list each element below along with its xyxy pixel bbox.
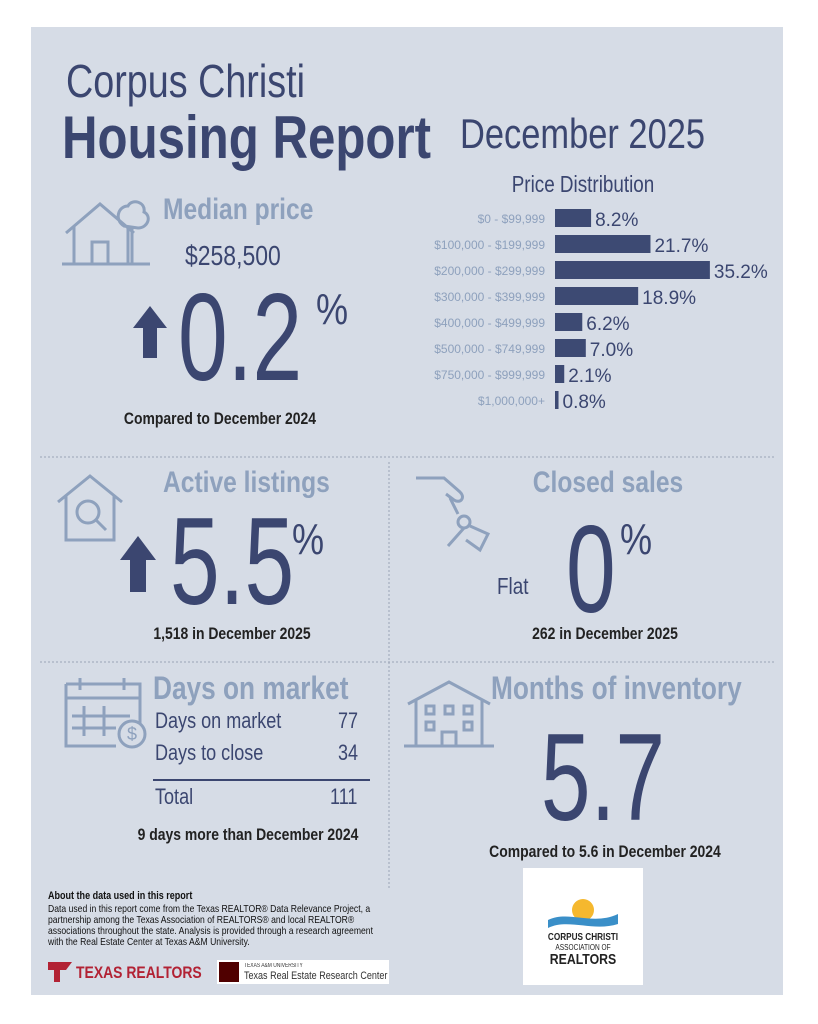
category-label: $200,000 - $299,999 xyxy=(434,264,545,278)
dom-total-value: 111 xyxy=(330,784,358,809)
building-icon xyxy=(404,680,494,748)
value-label: 35.2% xyxy=(714,262,768,283)
value-label: 0.8% xyxy=(563,392,606,413)
up-arrow xyxy=(133,306,167,358)
value-label: 8.2% xyxy=(595,210,638,231)
category-label: $0 - $99,999 xyxy=(478,212,546,226)
about-title: About the data used in this report xyxy=(48,890,193,902)
category-label: $100,000 - $199,999 xyxy=(434,238,545,252)
closed-change: 0 xyxy=(566,501,616,639)
tamu-mark xyxy=(219,962,239,982)
inventory-value: 5.7 xyxy=(540,709,666,847)
median-heading: Median price xyxy=(163,193,314,226)
cc-logo-line3: REALTORS xyxy=(549,951,617,968)
search-home-icon xyxy=(57,474,123,542)
svg-text:$: $ xyxy=(127,724,137,744)
closed-note: 262 in December 2025 xyxy=(532,624,678,643)
bar xyxy=(555,391,559,409)
cc-logo-mark xyxy=(548,899,618,928)
value-label: 2.1% xyxy=(568,366,611,387)
dom-row-label: Days on market xyxy=(155,708,282,733)
total-rule xyxy=(153,779,370,781)
panel xyxy=(31,27,783,995)
calendar-icon: $ xyxy=(64,678,147,749)
house-icon xyxy=(62,200,150,266)
median-note: Compared to December 2024 xyxy=(123,409,317,428)
dom-row-label: Days to close xyxy=(155,740,264,765)
closed-heading: Closed sales xyxy=(532,466,684,499)
title-line1: Corpus Christi xyxy=(66,55,305,107)
median-price: $258,500 xyxy=(185,240,281,271)
inventory-heading: Months of inventory xyxy=(491,670,742,706)
dom-total-label: Total xyxy=(155,784,194,809)
active-change: 5.5 xyxy=(170,493,295,631)
dom-row-value: 34 xyxy=(338,740,359,765)
cc-logo-line2: ASSOCIATION OF xyxy=(555,943,611,952)
median-unit: % xyxy=(316,285,349,334)
closed-unit: % xyxy=(620,515,653,564)
category-label: $1,000,000+ xyxy=(478,394,545,408)
closed-qualifier: Flat xyxy=(497,573,529,599)
inventory-note: Compared to 5.6 in December 2024 xyxy=(489,842,721,861)
active-note: 1,518 in December 2025 xyxy=(153,624,311,643)
value-label: 7.0% xyxy=(590,340,633,361)
tr-logo-mark xyxy=(48,962,72,982)
value-label: 6.2% xyxy=(586,314,629,335)
about-text: Data used in this report come from the T… xyxy=(48,903,373,949)
active-heading: Active listings xyxy=(163,466,330,499)
dom-note: 9 days more than December 2024 xyxy=(137,825,359,844)
category-label: $750,000 - $999,999 xyxy=(434,368,545,382)
chart-title: Price Distribution xyxy=(511,171,655,197)
cc-logo-box xyxy=(523,868,643,985)
tamu-small: TEXAS A&M UNIVERSITY xyxy=(244,963,303,969)
tamu-logo-box xyxy=(217,960,389,984)
bar xyxy=(555,339,586,357)
up-arrow xyxy=(120,536,156,592)
price-distribution: $0 - $99,999 8.2% $100,000 - $199,999 21.7%… xyxy=(434,209,768,413)
bar xyxy=(555,313,583,331)
title-line2: Housing Report xyxy=(62,104,431,171)
tamu-name: Texas Real Estate Research Center xyxy=(244,970,388,982)
category-label: $300,000 - $399,999 xyxy=(434,290,545,304)
dom-heading: Days on market xyxy=(153,670,349,706)
bar xyxy=(555,235,651,253)
bar xyxy=(555,287,639,305)
bar xyxy=(555,365,565,383)
category-label: $400,000 - $499,999 xyxy=(434,316,545,330)
value-label: 18.9% xyxy=(642,288,696,309)
dom-row-value: 77 xyxy=(338,708,359,733)
cc-logo-line1: CORPUS CHRISTI xyxy=(547,932,619,943)
bar xyxy=(555,209,592,227)
texas-realtors-logo: TEXAS REALTORS xyxy=(76,963,202,982)
active-unit: % xyxy=(292,515,325,564)
median-change: 0.2 xyxy=(178,269,303,407)
bar xyxy=(555,261,710,279)
report-date: December 2025 xyxy=(460,110,706,157)
value-label: 21.7% xyxy=(654,236,708,257)
key-hand-icon xyxy=(416,476,491,553)
category-label: $500,000 - $749,999 xyxy=(434,342,545,356)
